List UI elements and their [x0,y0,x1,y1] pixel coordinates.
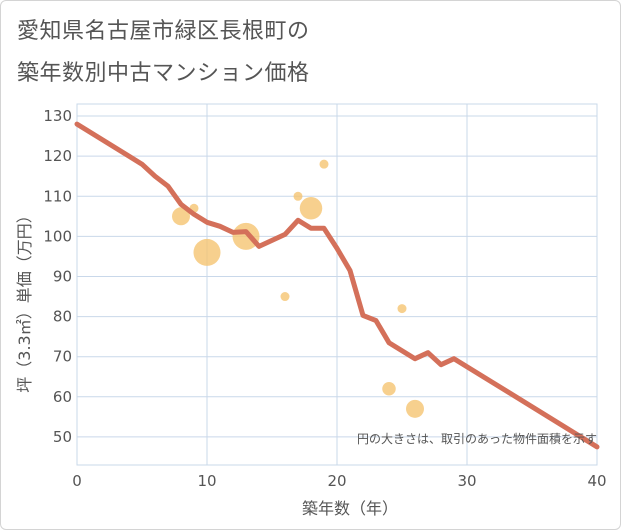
bubble-layer [172,159,424,418]
x-tick-label: 30 [457,472,476,490]
y-tick-label: 60 [53,388,72,406]
trend-line [74,121,600,450]
y-axis-label: 坪（3.3㎡）単価（万円） [15,207,34,392]
y-tick-label: 120 [43,147,72,165]
y-tick-label: 110 [43,187,72,205]
y-tick-label: 80 [53,308,72,326]
x-axis-label: 築年数（年） [302,499,398,518]
chart-title-line-2: 築年数別中古マンション価格 [17,61,310,86]
y-tick-label: 50 [53,428,72,446]
chart-title-line-1: 愛知県名古屋市緑区長根町の [17,19,310,44]
data-point [319,159,329,169]
x-tick-label: 40 [587,472,606,490]
x-tick-label: 0 [72,472,82,490]
data-point [293,191,303,201]
x-tick-label: 10 [197,472,216,490]
grid [76,103,598,466]
data-point [280,292,290,302]
data-point [172,207,190,226]
data-point [299,197,323,220]
size-note: 円の大きさは、取引のあった物件面積を示す [357,431,597,446]
y-tick-label: 90 [53,267,72,285]
y-tick-label: 130 [43,107,72,125]
data-point [382,382,396,396]
y-tick-label: 100 [43,227,72,245]
data-point [406,399,424,418]
x-tick-label: 20 [327,472,346,490]
tick-labels: 0 10 20 30 40 50 60 70 80 90 100 110 120 130 [43,107,606,490]
data-point [193,238,221,266]
y-tick-label: 70 [53,348,72,366]
data-point [397,304,407,314]
